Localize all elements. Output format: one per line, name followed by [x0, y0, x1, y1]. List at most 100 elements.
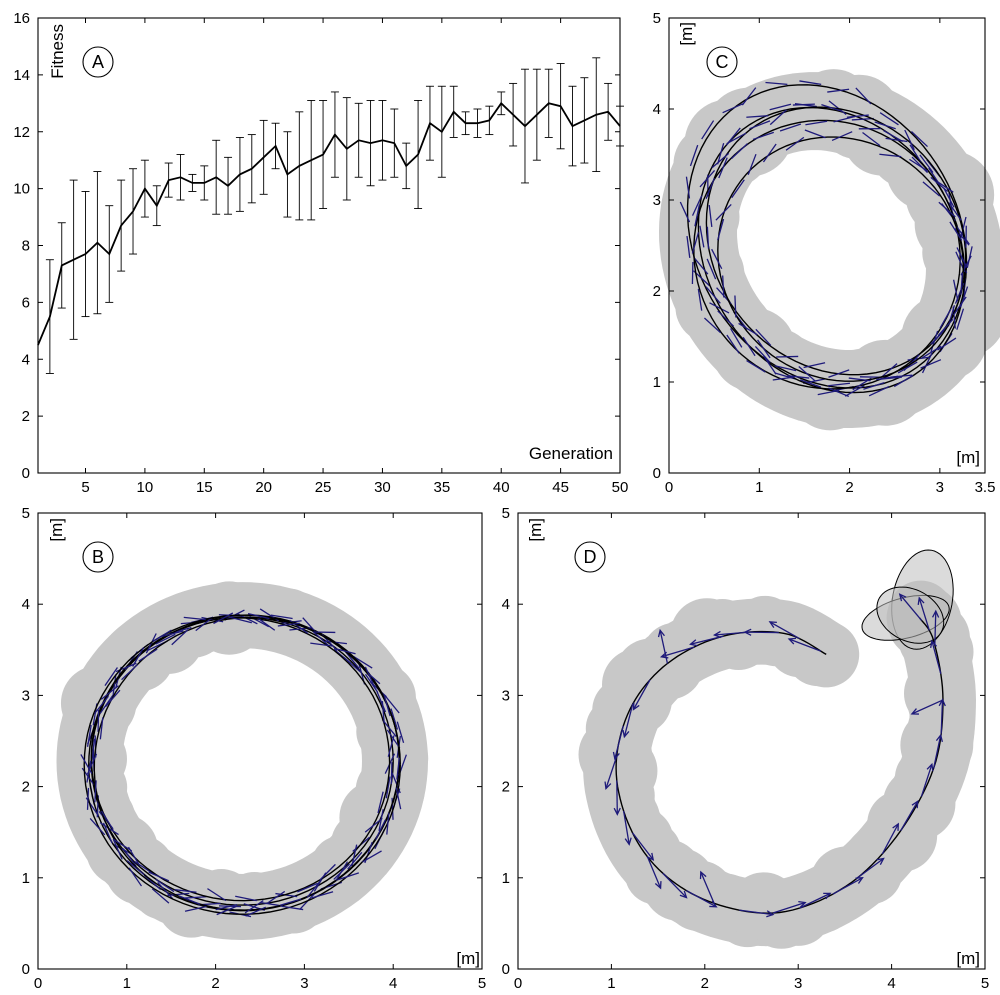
heading-vector [948, 192, 954, 215]
heading-vector [731, 179, 745, 199]
heading-vector [746, 360, 766, 373]
heading-vector [833, 115, 856, 123]
heading-arrow [772, 901, 806, 914]
arrow-head [898, 593, 907, 602]
heading-vector [364, 673, 379, 693]
heading-vector [855, 87, 872, 105]
heading-vector [693, 256, 709, 275]
arrow-head [823, 892, 832, 900]
y-tick-label: 3 [22, 687, 30, 704]
heading-vector [711, 152, 730, 169]
heading-arrow [920, 764, 933, 797]
heading-arrow [788, 638, 822, 652]
heading-vector [921, 352, 933, 374]
x-tick-label: 0 [665, 479, 673, 496]
heading-vector [726, 334, 740, 354]
heading-vector [297, 882, 318, 893]
heading-vector [911, 156, 929, 174]
heading-vector [930, 176, 949, 193]
heading-vector [921, 345, 942, 359]
heading-vector [769, 109, 787, 126]
y-tick-label: 2 [653, 283, 661, 300]
heading-arrow [918, 597, 930, 631]
heading-vector [848, 377, 871, 382]
trajectory-loop [90, 617, 391, 902]
heading-vector [122, 848, 137, 867]
heading-vector [100, 685, 119, 700]
heading-vector [347, 851, 363, 870]
heading-vector [747, 153, 757, 175]
arrow-head [679, 890, 688, 899]
y-tick-label: 4 [22, 596, 30, 613]
heading-arrow [605, 756, 618, 789]
arrow-head [632, 702, 640, 711]
arrow-head [766, 910, 775, 918]
x-tick-label: 1 [607, 975, 615, 992]
heading-vector [883, 129, 903, 143]
heading-vector [685, 176, 691, 199]
heading-vector [755, 328, 772, 346]
heading-vector [762, 143, 777, 163]
heading-arrow [931, 640, 942, 675]
y-tick-label: 3 [653, 192, 661, 209]
heading-vector [920, 359, 942, 369]
y-tick-label: 1 [653, 374, 661, 391]
heading-vector [364, 817, 383, 833]
heading-vector [132, 647, 145, 667]
heading-arrow [659, 630, 669, 664]
heading-vector [757, 339, 771, 359]
heading-vector [171, 629, 189, 646]
heading-vector [909, 158, 929, 172]
heading-vector [375, 819, 386, 840]
heading-vector [774, 372, 797, 380]
arrow-head [931, 609, 940, 618]
heading-vector [706, 226, 710, 249]
heading-vector [386, 729, 401, 749]
heading-vector [730, 328, 743, 348]
heading-vector [390, 762, 393, 785]
heading-vector [828, 387, 850, 398]
heading-vector [377, 791, 384, 814]
heading-arrow [769, 621, 800, 640]
heading-arrow [690, 635, 724, 645]
heading-arrow [739, 909, 774, 916]
x-tick-label: 4 [389, 975, 397, 992]
heading-vector [966, 246, 973, 268]
heading-vector [343, 657, 361, 673]
heading-vector [705, 286, 721, 304]
y-axis-label: [m] [677, 22, 696, 46]
heading-vector [157, 881, 174, 900]
heading-vector [311, 891, 334, 899]
heading-vector [699, 225, 705, 248]
x-axis-label: [m] [956, 448, 980, 467]
y-tick-label: 0 [653, 465, 661, 482]
y-tick-label: 5 [502, 505, 510, 522]
heading-vector [769, 103, 792, 111]
heading-vector [148, 871, 170, 882]
heading-vector [386, 812, 390, 835]
arrow-head [917, 596, 925, 605]
heading-vector [152, 629, 172, 643]
heading-vector [879, 112, 899, 126]
heading-vector [99, 717, 104, 740]
y-tick-label: 2 [22, 779, 30, 796]
x-tick-label: 35 [433, 479, 450, 496]
heading-vector [876, 375, 899, 381]
heading-vector [821, 104, 843, 113]
heading-vector [734, 295, 737, 318]
heading-arrow [616, 780, 618, 815]
heading-vector [722, 275, 725, 298]
heading-vector [746, 115, 769, 118]
x-tick-label: 3.5 [975, 479, 996, 496]
heading-vector [362, 850, 382, 863]
heading-vector [706, 258, 717, 280]
heading-vector [694, 204, 701, 227]
x-tick-label: 10 [137, 479, 154, 496]
heading-vector [937, 337, 957, 351]
heading-vector [128, 867, 143, 887]
heading-arrow [932, 734, 942, 769]
heading-vector [155, 633, 176, 645]
heading-vector [390, 708, 399, 730]
heading-vector [774, 365, 797, 372]
